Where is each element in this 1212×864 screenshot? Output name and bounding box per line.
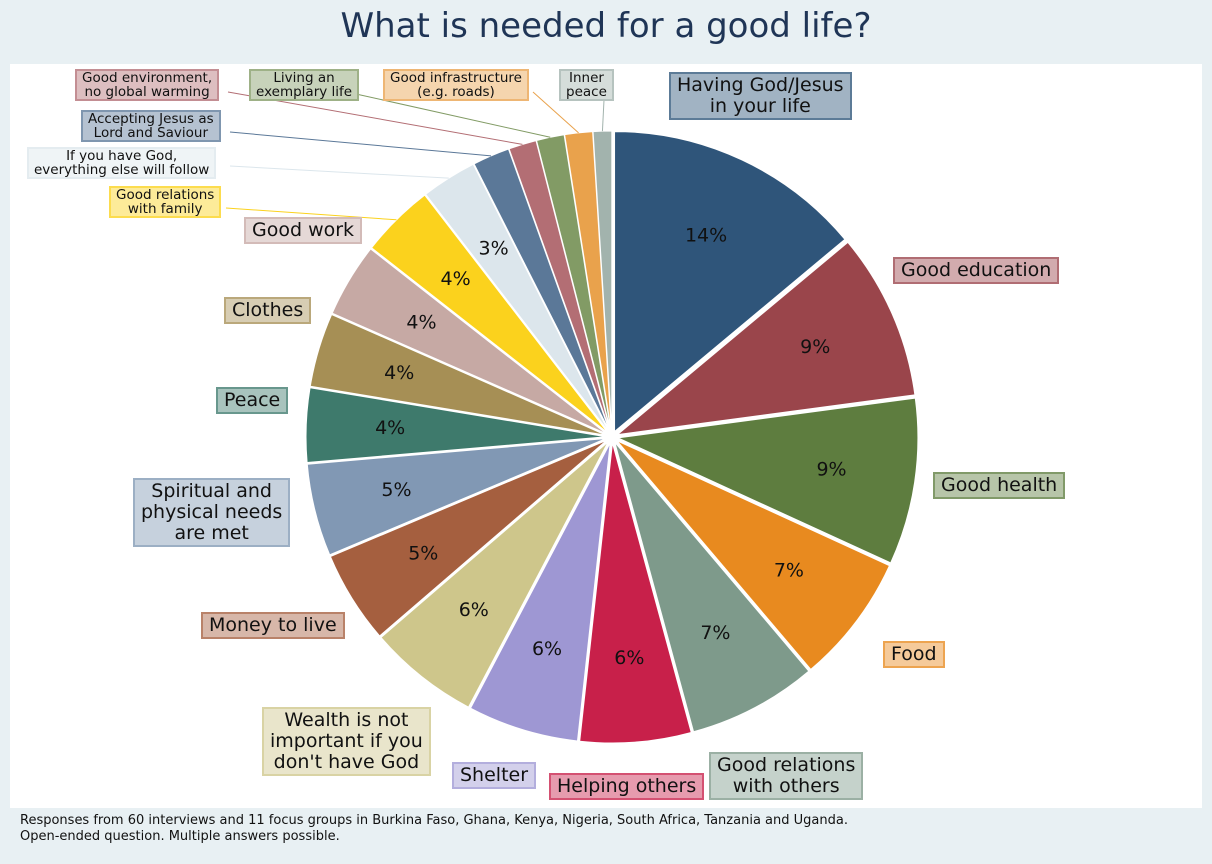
leader-line (532, 91, 579, 134)
pie-slice (306, 437, 607, 556)
category-label: Good health (933, 472, 1066, 499)
category-label: Wealth is not important if you don't hav… (262, 707, 431, 776)
category-label: Good environment, no global warming (75, 69, 220, 102)
slice-label: 4% (384, 362, 414, 384)
slice-label: 6% (459, 599, 489, 621)
slice-label: 4% (441, 268, 471, 290)
slice-label: 7% (700, 622, 730, 644)
chart-title: What is needed for a good life? (340, 6, 872, 46)
pie-slice (614, 441, 810, 733)
pie-slice (380, 441, 609, 708)
slice-label: 5% (408, 542, 438, 564)
pie-slice (615, 241, 916, 436)
pie-slice (616, 397, 919, 564)
category-label: Food (883, 641, 945, 668)
leader-line (225, 207, 397, 221)
slice-label: 6% (532, 638, 562, 660)
category-label: Good infrastructure (e.g. roads) (383, 69, 529, 102)
category-label: Money to live (201, 612, 345, 639)
leader-line (229, 131, 492, 157)
category-label: Good work (244, 217, 363, 244)
note: Responses from 60 interviews and 11 focu… (20, 813, 848, 828)
pie-slice (614, 131, 846, 433)
pie-slice (331, 248, 608, 435)
slice-label: 5% (381, 479, 411, 501)
slice-label: 4% (406, 312, 436, 334)
category-label: Clothes (224, 297, 312, 324)
category-label: Good education (893, 257, 1060, 284)
pie-slice (309, 313, 607, 436)
slice-label: 9% (800, 336, 830, 358)
slice-label: 4% (375, 417, 405, 439)
slice-label: 14% (685, 224, 727, 246)
category-label: Good relations with family (109, 186, 222, 219)
category-label: Accepting Jesus as Lord and Saviour (81, 110, 221, 143)
slice-label: 6% (614, 647, 644, 669)
leader-line (601, 99, 605, 132)
category-label: Shelter (452, 762, 537, 789)
slice-label: 3% (478, 238, 508, 260)
category-label: Living an exemplary life (249, 69, 360, 102)
category-label: If you have God, everything else will fo… (27, 147, 217, 180)
leader-line (229, 165, 449, 179)
pie-slice (508, 139, 611, 432)
pie-slice (469, 442, 611, 742)
category-label: Peace (216, 387, 289, 414)
slice-label: 7% (774, 560, 804, 582)
category-label: Spiritual and physical needs are met (133, 478, 291, 547)
pie-slice (579, 442, 692, 744)
category-label: Having God/Jesus in your life (669, 72, 852, 120)
note: Open-ended question. Multiple answers po… (20, 829, 340, 844)
category-label: Inner peace (559, 69, 614, 102)
pie-slice (329, 439, 608, 637)
category-label: Helping others (549, 773, 705, 800)
slice-label: 9% (816, 458, 846, 480)
pie-slice (305, 387, 607, 464)
category-label: Good relations with others (709, 752, 864, 800)
pie-slice (616, 440, 891, 671)
